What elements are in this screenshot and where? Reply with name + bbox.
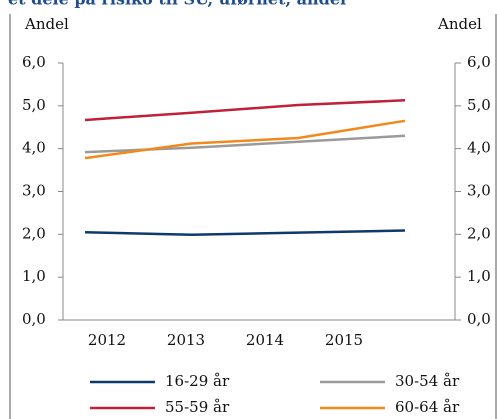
- y2-tick-label: 3,0: [467, 182, 491, 200]
- line-series: [84, 119, 406, 160]
- y2-tick-label: 2,0: [467, 224, 491, 242]
- x-tick-label: 2014: [246, 331, 284, 349]
- line-series: [84, 229, 406, 237]
- y-tick-label: 5,0: [22, 96, 46, 114]
- legend-label: 16-29 år: [165, 372, 230, 390]
- y-tick-label: 4,0: [22, 139, 46, 157]
- x-tick-label: 2012: [88, 331, 126, 349]
- y2-tick-label: 5,0: [467, 96, 491, 114]
- y-axis-title: Andel: [24, 15, 69, 33]
- y-tick-label: 2,0: [22, 224, 46, 242]
- y2-tick-label: 0,0: [467, 310, 491, 328]
- y2-axis-title: Andel: [437, 15, 482, 33]
- y-tick-label: 0,0: [22, 310, 46, 328]
- y-tick-label: 6,0: [22, 53, 46, 71]
- x-tick-label: 2013: [167, 331, 205, 349]
- y-tick-label: 1,0: [22, 267, 46, 285]
- y2-tick-label: 6,0: [467, 53, 491, 71]
- chart-title: et dele på risiko til SU, uførhet, andel: [8, 0, 346, 9]
- legend-label: 60-64 år: [395, 398, 460, 416]
- line-series: [84, 99, 406, 122]
- y2-tick-label: 1,0: [467, 267, 491, 285]
- legend-label: 55-59 år: [165, 398, 230, 416]
- x-tick-label: 2015: [325, 331, 363, 349]
- y-tick-label: 3,0: [22, 182, 46, 200]
- line-series: [84, 134, 406, 154]
- y2-tick-label: 4,0: [467, 139, 491, 157]
- legend-label: 30-54 år: [395, 372, 460, 390]
